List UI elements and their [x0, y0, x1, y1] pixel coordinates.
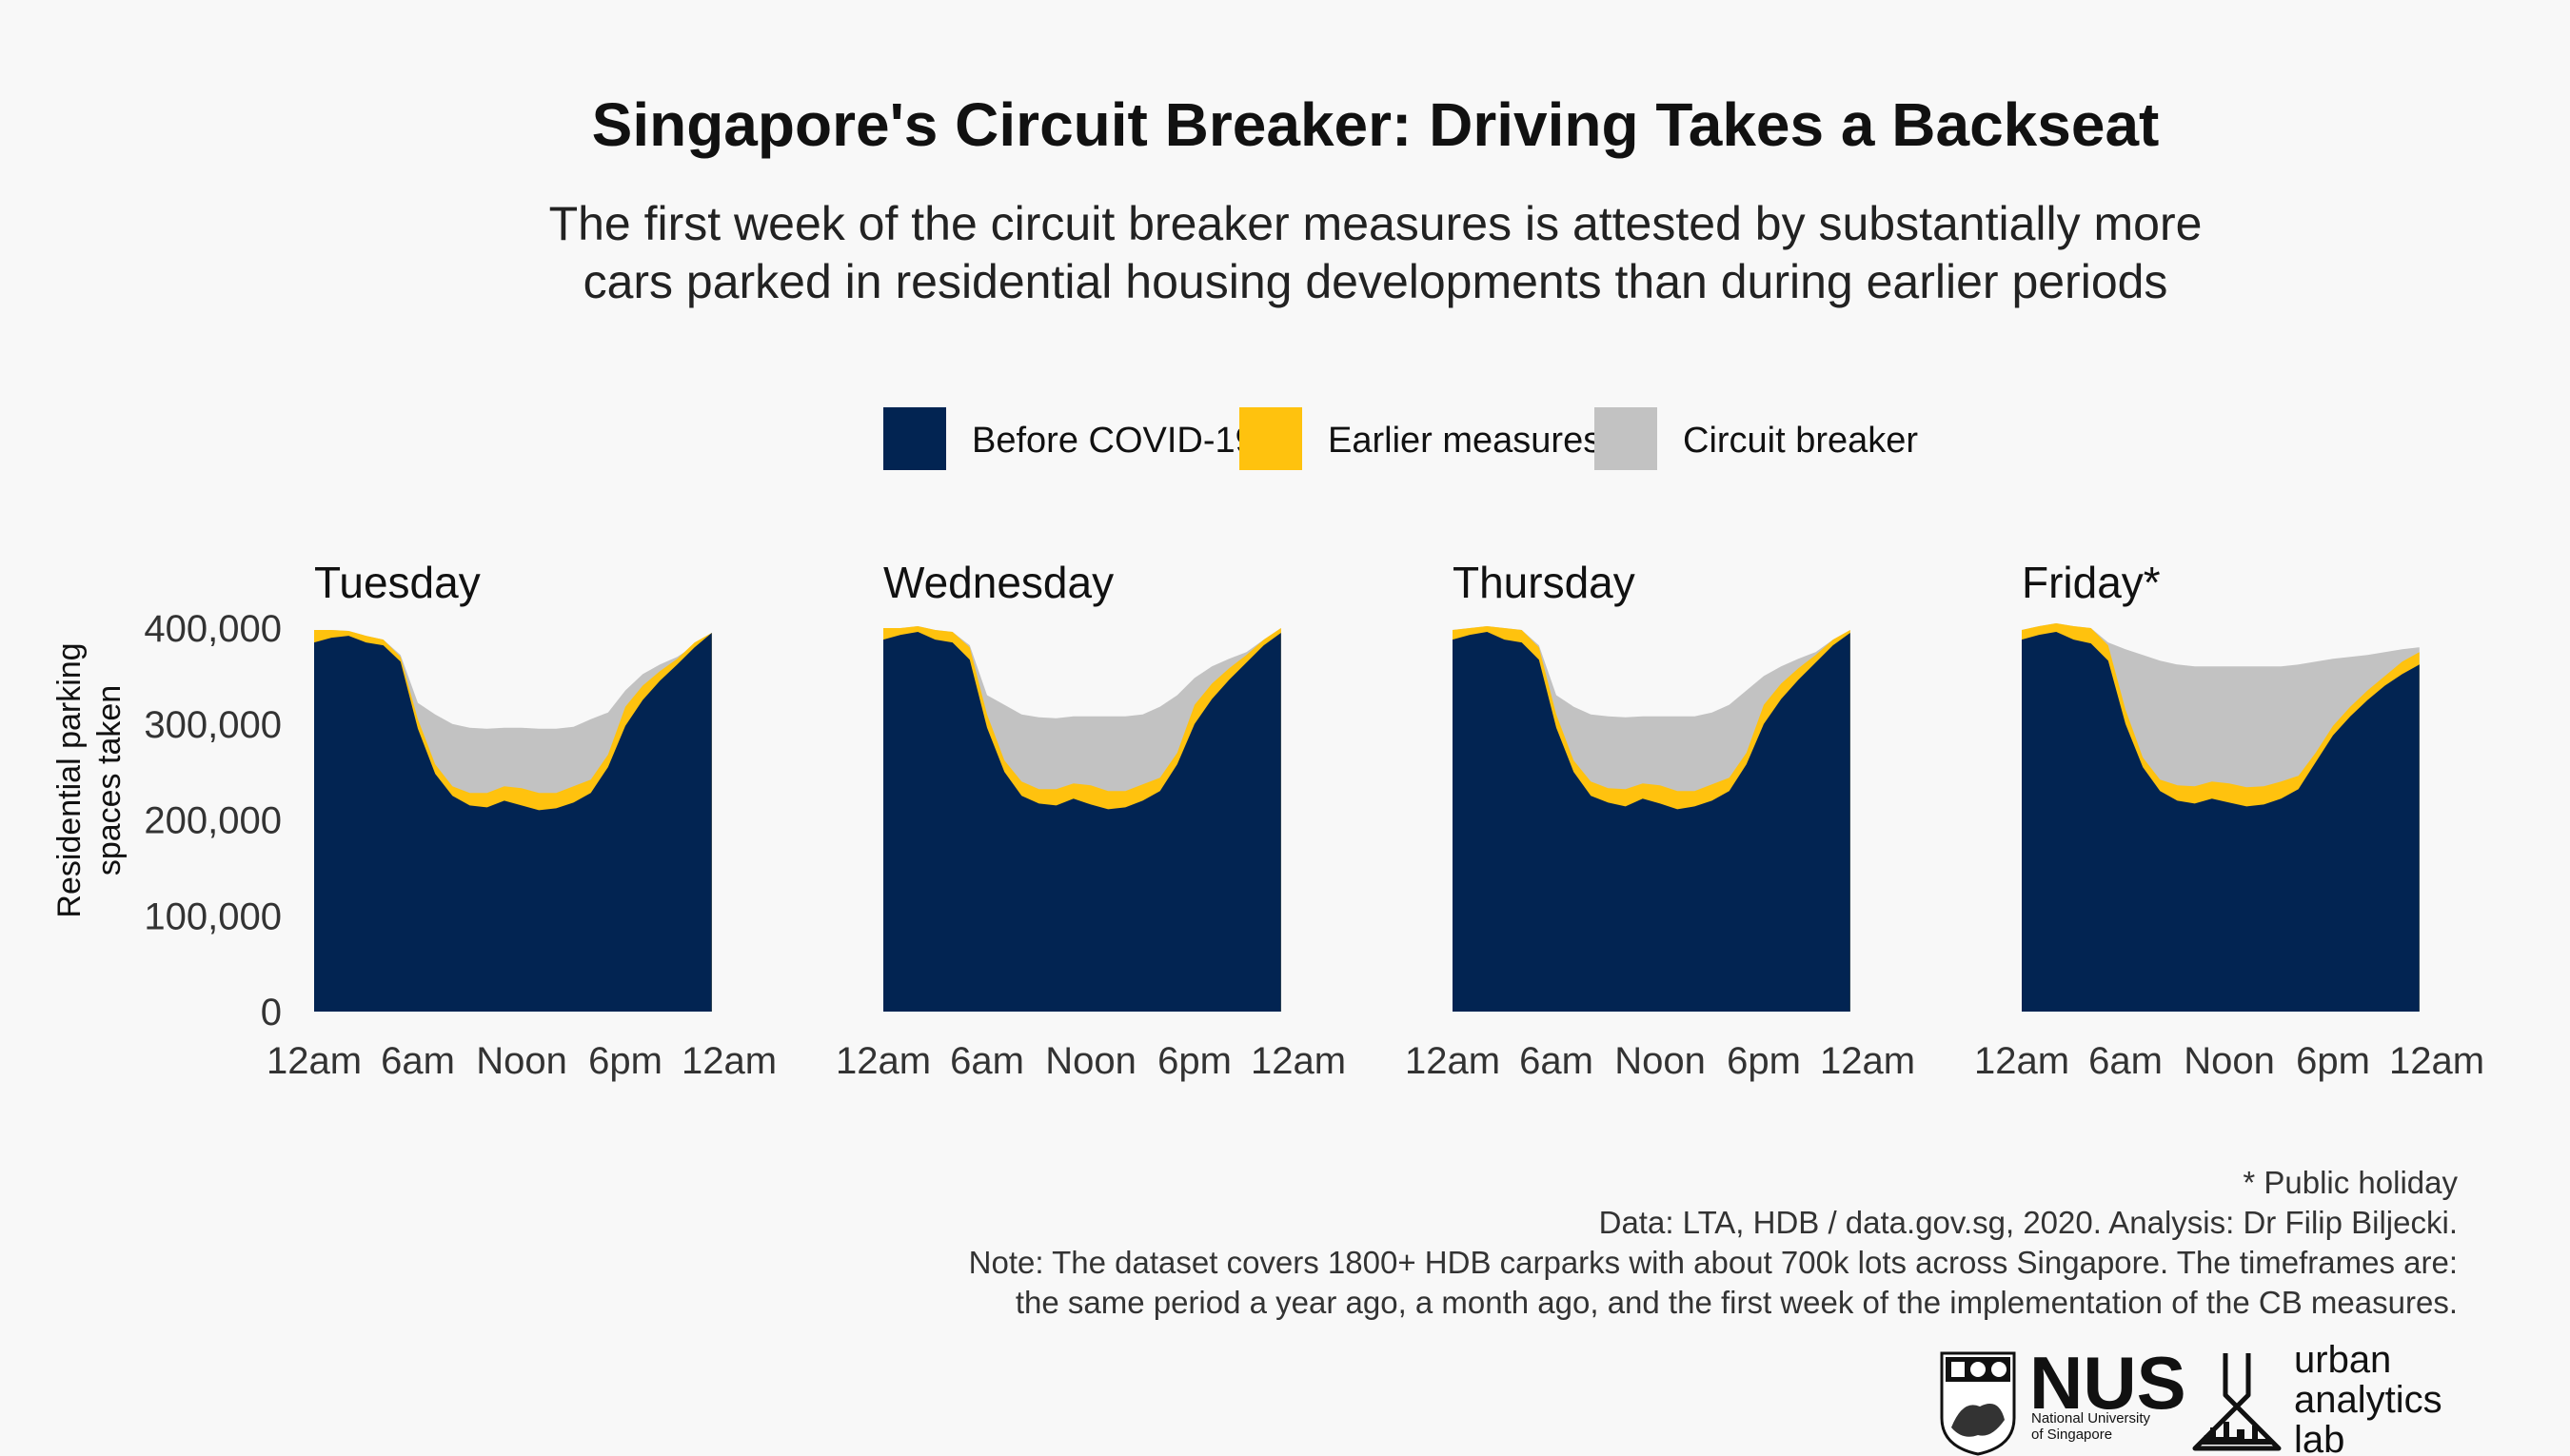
legend-swatch-earlier-measures: [1239, 407, 1302, 470]
x-tick-label: 12am: [267, 1040, 362, 1082]
subtitle-line-2: cars parked in residential housing devel…: [583, 255, 2168, 308]
footer-line-2: Data: LTA, HDB / data.gov.sg, 2020. Anal…: [1599, 1205, 2458, 1240]
panel-friday: Friday* 12am 6am Noon 6pm 12am: [1974, 558, 2484, 1082]
nus-subtitle-line-2: of Singapore: [2031, 1426, 2112, 1443]
panel-title: Tuesday: [314, 558, 481, 607]
area-before-covid-19: [1453, 632, 1850, 1012]
skyline-icon: [2201, 1422, 2273, 1445]
panel-title: Wednesday: [883, 558, 1114, 607]
y-axis-title-line-2: spaces taken: [91, 685, 128, 876]
nus-wordmark: NUS: [2029, 1341, 2186, 1425]
panel-wednesday: Wednesday 12am 6am Noon 6pm 12am: [836, 558, 1346, 1082]
x-tick-label: Noon: [2184, 1040, 2275, 1082]
x-tick-label: Noon: [476, 1040, 567, 1082]
area-before-covid-19: [883, 632, 1281, 1012]
x-tick-label: 12am: [1251, 1040, 1346, 1082]
x-tick-label: 12am: [1974, 1040, 2069, 1082]
ual-logo: urban analytics lab: [2192, 1339, 2442, 1456]
x-tick-label: Noon: [1045, 1040, 1137, 1082]
y-axis-title-line-1: Residential parking: [51, 642, 88, 917]
area-before-covid-19: [314, 633, 712, 1012]
panel-title: Thursday: [1453, 558, 1635, 607]
flask-icon: [2192, 1353, 2282, 1451]
y-axis-title: Residential parking spaces taken: [51, 642, 128, 917]
panel-title: Friday*: [2022, 558, 2161, 607]
ual-line-3: lab: [2294, 1419, 2344, 1456]
legend-label-circuit-breaker: Circuit breaker: [1683, 421, 1918, 461]
nus-subtitle-line-1: National University: [2031, 1410, 2151, 1426]
x-tick-label: 12am: [2389, 1040, 2484, 1082]
x-tick-label: 12am: [1405, 1040, 1500, 1082]
nus-book-icon: [1951, 1362, 1965, 1377]
legend-label-before-covid: Before COVID-19: [972, 421, 1255, 461]
nus-lion-icon: [1951, 1404, 2005, 1437]
ual-line-2: analytics: [2294, 1379, 2442, 1421]
ual-line-1: urban: [2294, 1339, 2391, 1381]
legend-swatch-before-covid: [883, 407, 946, 470]
x-tick-label: 6pm: [1157, 1040, 1232, 1082]
x-tick-label: 6pm: [2296, 1040, 2370, 1082]
x-tick-label: Noon: [1614, 1040, 1706, 1082]
x-tick-label: 6pm: [588, 1040, 662, 1082]
subtitle-line-1: The first week of the circuit breaker me…: [549, 197, 2203, 250]
footer-line-3: Note: The dataset covers 1800+ HDB carpa…: [969, 1245, 2458, 1280]
panels: Tuesday 12am 6am Noon 6pm 12am 0 100,000 200,000…: [144, 558, 2484, 1082]
area-before-covid-19: [2022, 632, 2420, 1012]
x-tick-label: 6am: [381, 1040, 455, 1082]
y-tick-label: 200,000: [144, 800, 282, 842]
x-tick-label: 6am: [2088, 1040, 2163, 1082]
legend-swatch-circuit-breaker: [1594, 407, 1657, 470]
x-tick-label: 6am: [1519, 1040, 1593, 1082]
panel-thursday: Thursday 12am 6am Noon 6pm 12am: [1405, 558, 1915, 1082]
footer-notes: * Public holiday Data: LTA, HDB / data.g…: [969, 1165, 2459, 1320]
nus-emblem-icon: [1970, 1362, 1986, 1377]
legend: Before COVID-19 Earlier measures Circuit…: [883, 407, 1918, 470]
page-title: Singapore's Circuit Breaker: Driving Tak…: [592, 90, 2160, 159]
x-tick-label: 12am: [1820, 1040, 1915, 1082]
y-tick-label: 400,000: [144, 608, 282, 650]
x-tick-label: 12am: [682, 1040, 777, 1082]
nus-logo: NUS National University of Singapore: [1940, 1341, 2186, 1456]
x-tick-label: 12am: [836, 1040, 931, 1082]
y-tick-label: 100,000: [144, 895, 282, 937]
legend-label-earlier-measures: Earlier measures: [1328, 421, 1601, 461]
y-tick-label: 300,000: [144, 704, 282, 746]
x-tick-label: 6am: [950, 1040, 1024, 1082]
x-tick-label: 6pm: [1727, 1040, 1801, 1082]
footer-line-4: the same period a year ago, a month ago,…: [1016, 1285, 2458, 1320]
y-tick-label: 0: [261, 992, 282, 1033]
footer-line-1: * Public holiday: [2243, 1165, 2458, 1200]
nus-torch-icon: [1991, 1362, 2007, 1377]
panel-tuesday: Tuesday 12am 6am Noon 6pm 12am 0 100,000 200,000…: [144, 558, 777, 1082]
